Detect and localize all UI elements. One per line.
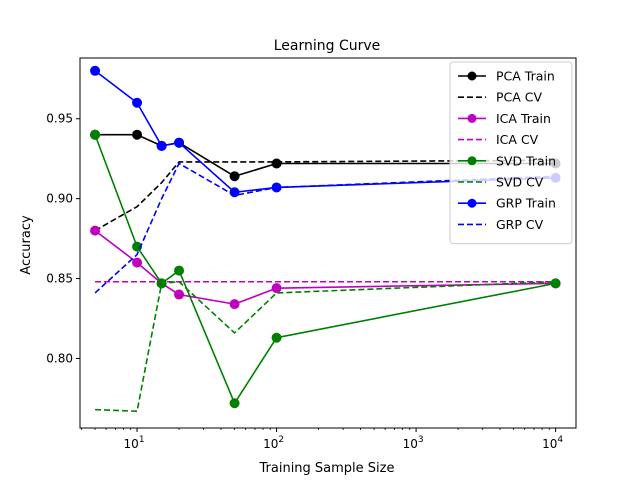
data-point-grp-train <box>132 97 143 108</box>
y-tick-label: 0.90 <box>46 192 73 206</box>
data-point-grp-train <box>90 65 101 76</box>
data-point-pca-train <box>271 158 282 169</box>
data-point-svd-train <box>90 129 101 140</box>
x-tick-label: 104 <box>542 435 563 451</box>
data-point-svd-train <box>550 278 561 289</box>
x-tick-label: 103 <box>403 435 424 451</box>
y-tick-label: 0.95 <box>46 112 73 126</box>
y-axis-label: Accuracy <box>19 215 34 275</box>
legend-label-svd-train: SVD Train <box>496 153 556 168</box>
series-line-pca-cv <box>94 159 556 232</box>
data-point-ica-train <box>174 289 185 300</box>
plot-frame <box>79 57 577 429</box>
data-point-svd-train <box>271 332 282 343</box>
x-tick-label: 101 <box>124 435 145 451</box>
data-point-svd-train <box>174 265 185 276</box>
legend-label-pca-train: PCA Train <box>496 69 555 84</box>
data-point-ica-train <box>229 299 240 310</box>
data-point-grp-train <box>156 140 167 151</box>
data-point-grp-train <box>174 137 185 148</box>
y-tick-label: 0.85 <box>46 272 73 286</box>
x-tick-label: 102 <box>263 435 284 451</box>
series-line-grp-cv <box>94 162 556 294</box>
legend-marker-svd-train <box>467 156 477 166</box>
legend: PCA Train PCA CV ICA Train ICA CV SVD Train S… <box>449 61 573 245</box>
data-point-pca-train <box>132 129 143 140</box>
legend-label-pca-cv: PCA CV <box>496 90 543 105</box>
legend-marker-pca-train <box>467 71 477 81</box>
data-point-ica-train <box>90 225 101 236</box>
y-tick-label: 0.80 <box>46 351 73 365</box>
legend-label-ica-cv: ICA CV <box>496 132 539 147</box>
legend-label-ica-train: ICA Train <box>496 111 551 126</box>
legend-label-svd-cv: SVD CV <box>496 175 544 190</box>
legend-marker-ica-train <box>467 113 477 123</box>
series-line-svd-cv <box>95 280 556 413</box>
data-point-ica-train <box>132 257 143 268</box>
data-point-svd-train <box>229 398 240 409</box>
chart-title: Learning Curve <box>274 38 381 54</box>
plot-layer <box>90 65 561 413</box>
legend-box <box>449 61 573 245</box>
legend-marker-grp-train <box>467 198 477 208</box>
legend-label-grp-train: GRP Train <box>496 196 556 211</box>
data-point-ica-train <box>271 283 282 294</box>
axes-layer: 0.80 0.85 0.90 0.95 101 102 103 104 <box>46 57 577 451</box>
legend-label-grp-cv: GRP CV <box>496 217 544 232</box>
data-point-pca-train <box>229 171 240 182</box>
x-axis-label: Training Sample Size <box>259 461 395 476</box>
